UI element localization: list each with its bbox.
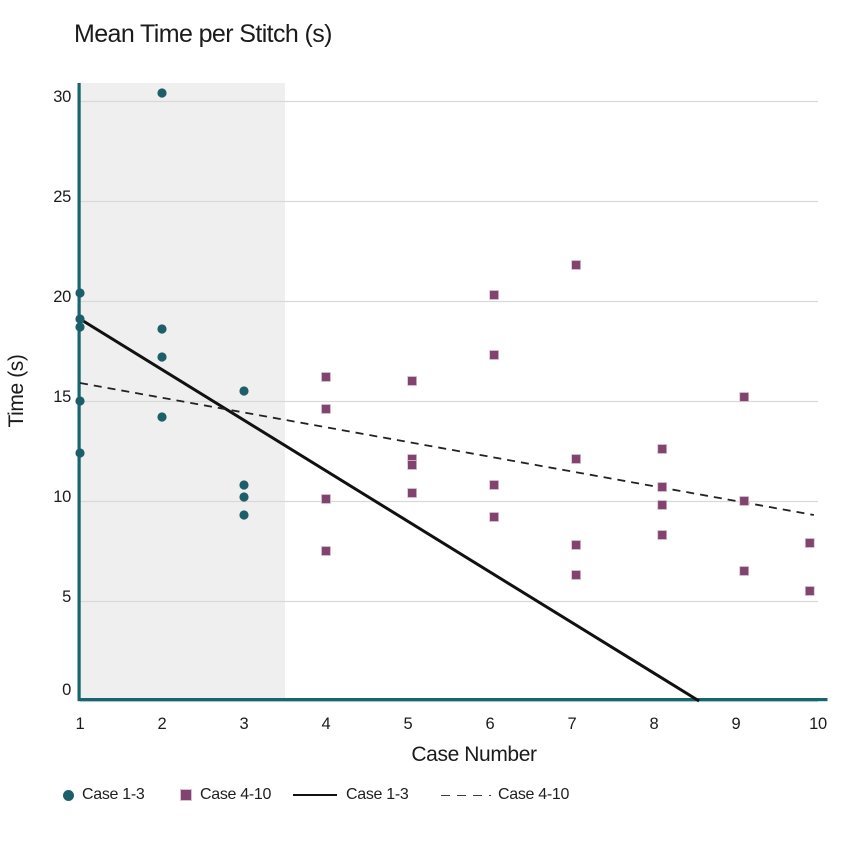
- x-tick-label-7: 7: [568, 715, 577, 733]
- data-point-circle: [75, 314, 85, 324]
- data-point-circle: [157, 352, 167, 362]
- data-point-square: [571, 570, 581, 580]
- y-tick-label-0: 0: [62, 681, 71, 699]
- data-point-square: [321, 546, 331, 556]
- data-point-square: [571, 260, 581, 270]
- y-tick-label-10: 10: [53, 488, 71, 506]
- legend-item-trend-case-4-10[interactable]: Case 4-10: [441, 783, 569, 807]
- data-point-square: [321, 494, 331, 504]
- data-point-circle: [239, 510, 249, 520]
- trendline-solid: [79, 317, 700, 703]
- x-tick-label-4: 4: [322, 715, 331, 733]
- x-tick-label-10: 10: [809, 715, 827, 733]
- data-point-square: [489, 350, 500, 360]
- data-point-square: [739, 496, 750, 506]
- data-point-square: [657, 482, 668, 492]
- data-point-square: [321, 404, 331, 414]
- data-point-circle: [239, 480, 249, 490]
- x-tick-label-6: 6: [486, 715, 495, 733]
- data-point-square: [657, 530, 668, 540]
- x-tick-label-9: 9: [732, 715, 741, 733]
- data-point-square: [407, 460, 418, 470]
- data-point-square: [804, 538, 815, 548]
- legend-solid-line-icon: [293, 794, 337, 796]
- data-point-circle: [75, 396, 85, 406]
- legend-label: Case 4-10: [200, 786, 272, 803]
- legend-dashed-line-icon: [441, 794, 491, 796]
- data-point-square: [657, 444, 668, 454]
- x-tick-label-1: 1: [76, 715, 85, 733]
- data-point-square: [739, 566, 750, 576]
- data-point-circle: [75, 322, 85, 332]
- x-tick-label-5: 5: [404, 715, 413, 733]
- trendline-dashed: [79, 382, 815, 516]
- y-axis-line: [77, 83, 81, 701]
- data-point-square: [489, 290, 500, 300]
- legend-circle-marker-icon: [63, 789, 74, 801]
- y-tick-label-5: 5: [62, 588, 71, 606]
- legend-item-trend-case-1-3[interactable]: Case 1-3: [293, 783, 409, 807]
- data-point-square: [407, 376, 418, 386]
- legend-item-points-case-4-10[interactable]: Case 4-10: [180, 783, 271, 807]
- y-axis-title: Time (s): [5, 354, 28, 428]
- x-axis-title-text: Case Number: [411, 743, 537, 766]
- data-point-square: [571, 454, 581, 464]
- data-point-square: [489, 480, 500, 490]
- legend-label: Case 1-3: [346, 786, 409, 803]
- data-point-circle: [239, 492, 249, 502]
- data-point-square: [489, 512, 500, 522]
- data-point-square: [739, 392, 750, 402]
- x-axis-line: [77, 698, 828, 702]
- chart-title: Mean Time per Stitch (s): [74, 20, 333, 48]
- data-point-square: [804, 586, 815, 596]
- legend: Case 1-3 Case 4-10 Case 1-3 Case 4-10: [0, 783, 851, 807]
- data-point-square: [321, 372, 331, 382]
- y-tick-label-30: 30: [53, 88, 71, 106]
- data-point-circle: [75, 448, 85, 458]
- data-point-circle: [239, 386, 249, 396]
- shaded-region-case-1-3: [80, 83, 285, 698]
- y-tick-label-20: 20: [53, 288, 71, 306]
- legend-square-marker-icon: [180, 789, 192, 801]
- x-tick-label-8: 8: [650, 715, 659, 733]
- y-tick-label-15: 15: [53, 388, 71, 406]
- data-point-circle: [157, 88, 167, 98]
- data-point-circle: [157, 412, 167, 422]
- x-axis-title: Case Number: [0, 743, 851, 767]
- x-tick-label-2: 2: [158, 715, 167, 733]
- data-point-square: [407, 488, 418, 498]
- data-point-square: [571, 540, 581, 550]
- y-tick-label-25: 25: [53, 188, 71, 206]
- x-tick-label-3: 3: [240, 715, 249, 733]
- legend-label: Case 4-10: [498, 786, 570, 803]
- data-point-circle: [157, 324, 167, 334]
- data-point-square: [657, 500, 668, 510]
- data-point-circle: [75, 288, 85, 298]
- legend-label: Case 1-3: [82, 786, 145, 803]
- legend-item-points-case-1-3[interactable]: Case 1-3: [63, 783, 145, 807]
